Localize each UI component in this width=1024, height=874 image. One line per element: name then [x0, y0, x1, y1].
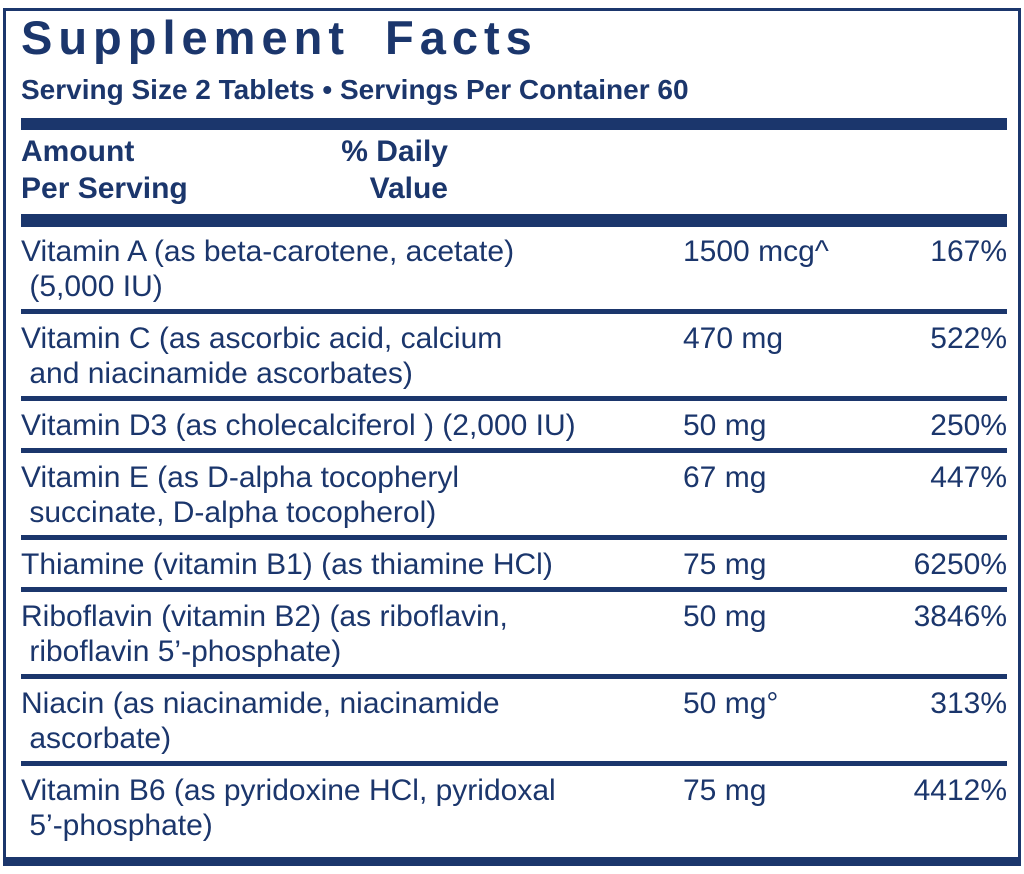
- nutrient-amount: 50 mg°: [683, 687, 779, 721]
- nutrient-amount: 75 mg: [683, 774, 767, 808]
- nutrient-rows: Vitamin A (as beta-carotene, acetate) (5…: [21, 227, 1007, 848]
- nutrient-name: Riboflavin (vitamin B2) (as riboflavin, …: [21, 600, 508, 669]
- nutrient-daily-value: 313%: [930, 687, 1007, 721]
- nutrient-name: Vitamin E (as D-alpha tocopheryl succina…: [21, 461, 459, 530]
- nutrient-amount: 470 mg: [683, 322, 784, 356]
- nutrient-name: Thiamine (vitamin B1) (as thiamine HCl): [21, 548, 553, 582]
- table-row-vitamin-d3: Vitamin D3 (as cholecalciferol ) (2,000 …: [21, 401, 1007, 454]
- nutrient-name: Niacin (as niacinamide, niacinamide asco…: [21, 687, 500, 756]
- nutrient-daily-value: 447%: [930, 461, 1007, 495]
- nutrient-amount: 67 mg: [683, 461, 767, 495]
- amount-per-serving-header: Amount Per Serving: [21, 135, 188, 206]
- serving-info: Serving Size 2 Tablets • Servings Per Co…: [21, 74, 689, 106]
- nutrient-daily-value: 250%: [930, 409, 1007, 443]
- table-row-niacin: Niacin (as niacinamide, niacinamide asco…: [21, 679, 1007, 767]
- nutrient-daily-value: 4412%: [913, 774, 1007, 808]
- divider-thick-header: [21, 214, 1007, 228]
- table-row-vitamin-a: Vitamin A (as beta-carotene, acetate) (5…: [21, 227, 1007, 315]
- table-row-riboflavin: Riboflavin (vitamin B2) (as riboflavin, …: [21, 592, 1007, 680]
- divider-thick-top: [21, 118, 1007, 131]
- panel-title: Supplement Facts: [21, 11, 538, 64]
- nutrient-daily-value: 6250%: [913, 548, 1007, 582]
- nutrient-name: Vitamin D3 (as cholecalciferol ) (2,000 …: [21, 409, 576, 443]
- nutrient-daily-value: 522%: [930, 322, 1007, 356]
- percent-daily-value-header: % Daily Value: [341, 135, 448, 206]
- nutrient-name: Vitamin B6 (as pyridoxine HCl, pyridoxal…: [21, 774, 556, 843]
- nutrient-name: Vitamin C (as ascorbic acid, calcium and…: [21, 322, 503, 391]
- nutrient-daily-value: 167%: [930, 235, 1007, 269]
- table-row-vitamin-c: Vitamin C (as ascorbic acid, calcium and…: [21, 314, 1007, 402]
- table-row-thiamine: Thiamine (vitamin B1) (as thiamine HCl) …: [21, 540, 1007, 593]
- table-row-vitamin-e: Vitamin E (as D-alpha tocopheryl succina…: [21, 453, 1007, 541]
- nutrient-daily-value: 3846%: [913, 600, 1007, 634]
- nutrient-amount: 50 mg: [683, 600, 767, 634]
- column-header-row: Amount Per Serving % Daily Value: [21, 133, 1007, 207]
- nutrient-name: Vitamin A (as beta-carotene, acetate) (5…: [21, 235, 515, 304]
- nutrient-amount: 50 mg: [683, 409, 767, 443]
- supplement-facts-panel: Supplement Facts Serving Size 2 Tablets …: [3, 8, 1021, 866]
- table-row-vitamin-b6: Vitamin B6 (as pyridoxine HCl, pyridoxal…: [21, 766, 1007, 848]
- nutrient-amount: 75 mg: [683, 548, 767, 582]
- nutrient-amount: 1500 mcg^: [683, 235, 829, 269]
